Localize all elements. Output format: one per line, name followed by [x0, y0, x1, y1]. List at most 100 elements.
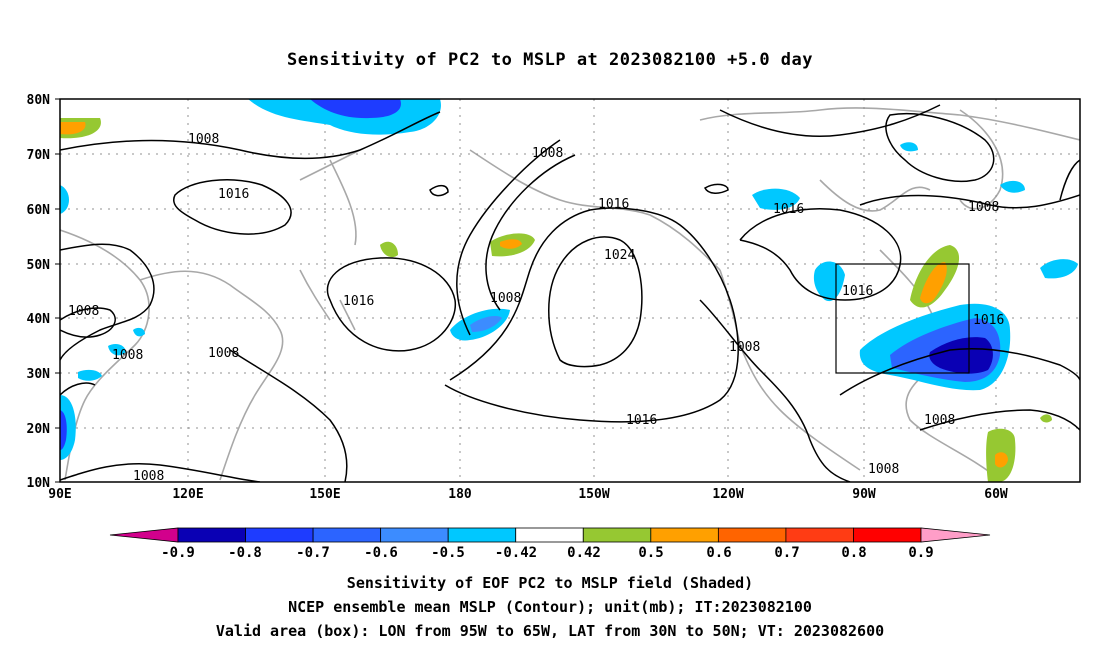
map-area	[60, 99, 1080, 482]
shade-pos-kam	[380, 241, 398, 258]
shade-neg-110w	[813, 261, 845, 302]
colorbar-label: 0.9	[908, 545, 933, 561]
lat-tick-label: 50N	[27, 258, 51, 273]
contour-label: 1016	[218, 187, 249, 202]
contour-label: 1008	[490, 291, 521, 306]
lat-tick-label: 80N	[27, 93, 51, 108]
valid-area-box	[835, 263, 970, 374]
lat-tick-label: 70N	[27, 148, 51, 163]
lat-tick-label: 20N	[27, 422, 51, 437]
colorbar-high-end	[920, 527, 991, 543]
shade-pos-se2	[1040, 414, 1052, 423]
shade-neg-ne2	[1000, 180, 1025, 193]
footer-description-1: Sensitivity of EOF PC2 to MSLP field (Sh…	[346, 574, 754, 592]
shade-neg-sw-core	[60, 410, 67, 450]
shade-neg-pac-core	[470, 316, 502, 332]
coastline-china	[139, 270, 284, 481]
shade-neg-w42n	[133, 327, 145, 337]
lat-tick-label: 60N	[27, 203, 51, 218]
contour-label: 1008	[208, 346, 239, 361]
shade-pos-se-core	[995, 452, 1008, 468]
colorbar-swatch	[785, 527, 854, 543]
shade-pos-box-core	[920, 262, 947, 304]
contour-label: 1008	[968, 200, 999, 215]
contour-label: 1008	[924, 413, 955, 428]
colorbar-swatch	[245, 527, 314, 543]
shade-neg-ak	[752, 188, 800, 210]
colorbar-label: 0.42	[567, 545, 601, 561]
shade-neg-w60n	[60, 185, 69, 214]
lon-tick-label: 180	[448, 487, 472, 502]
colorbar-label: 0.7	[774, 545, 799, 561]
lon-tick-label: 150W	[578, 487, 609, 502]
colorbar-label: 0.6	[706, 545, 731, 561]
coastline-na-west	[719, 269, 861, 471]
colorbar-swatch	[853, 527, 922, 543]
contour-label: 1008	[868, 462, 899, 477]
colorbar-swatch	[447, 527, 517, 543]
contour-label: 1008	[112, 348, 143, 363]
contour-label: 1008	[188, 132, 219, 147]
contour-label: 1008	[68, 304, 99, 319]
colorbar-swatch	[582, 527, 652, 543]
contour-labels: 1008 1016 1008 1016 1016 1024 1008 1008 …	[68, 132, 1004, 484]
footer-description-2: NCEP ensemble mean MSLP (Contour); unit(…	[288, 598, 812, 616]
colorbar-swatch	[515, 527, 584, 543]
coastline-arctic	[699, 107, 1080, 141]
footer-description-3: Valid area (box): LON from 95W to 65W, L…	[215, 622, 885, 640]
contour-label: 1016	[626, 413, 657, 428]
contour-label: 1008	[532, 146, 563, 161]
lon-tick-label: 90W	[852, 487, 876, 502]
colorbar-label: -0.8	[228, 545, 262, 561]
shade-neg-ne3	[900, 142, 918, 152]
colorbar-label: 0.8	[841, 545, 866, 561]
contour-label: 1024	[604, 248, 635, 263]
shade-neg-w30n	[78, 369, 102, 381]
lat-tick-label: 40N	[27, 312, 51, 327]
colorbar: -0.9 -0.8 -0.7 -0.6 -0.5 -0.42 0.42 0.5 …	[109, 527, 991, 561]
longitude-axis: 90E 120E 150E 180 150W 120W 90W 60W	[48, 487, 1008, 502]
colorbar-swatch	[650, 527, 719, 543]
chart-title: Sensitivity of PC2 to MSLP at 2023082100…	[286, 50, 813, 70]
contour-label: 1008	[729, 340, 760, 355]
colorbar-swatch	[312, 527, 382, 543]
colorbar-swatch	[177, 527, 246, 543]
colorbar-swatch	[717, 527, 787, 543]
shading	[60, 99, 1078, 482]
coastline-hudson	[819, 179, 931, 212]
colorbar-label: -0.9	[161, 545, 195, 561]
coastline-japan	[299, 269, 356, 331]
coastline-asia	[60, 229, 150, 481]
contour-label: 1016	[842, 284, 873, 299]
shade-neg-east-core	[929, 337, 993, 374]
contour-label: 1008	[133, 469, 164, 484]
colorbar-swatch	[380, 527, 449, 543]
colorbar-label: -0.6	[364, 545, 398, 561]
contour-label: 1016	[773, 202, 804, 217]
contour-label: 1016	[973, 313, 1004, 328]
mslp-contours	[60, 104, 1080, 482]
shade-pos-aleut-core	[500, 239, 522, 249]
coastline-kamchatka	[299, 149, 361, 246]
lon-tick-label: 60W	[984, 487, 1008, 502]
shade-pos-nw-core	[60, 122, 86, 135]
lat-tick-label: 30N	[27, 367, 51, 382]
map-frame	[59, 98, 1081, 483]
colorbar-label: -0.42	[495, 545, 537, 561]
colorbar-label: -0.5	[431, 545, 465, 561]
colorbar-label: -0.7	[296, 545, 330, 561]
lon-tick-label: 120W	[712, 487, 743, 502]
colorbar-label: 0.5	[638, 545, 663, 561]
coastline-alaska	[469, 149, 721, 271]
shade-neg-ne	[1040, 259, 1078, 279]
contour-label: 1016	[598, 197, 629, 212]
latitude-axis: 80N 70N 60N 50N 40N 30N 20N 10N	[27, 93, 60, 491]
lon-tick-label: 90E	[48, 487, 71, 502]
contour-label: 1016	[343, 294, 374, 309]
shade-neg-w35n	[108, 344, 126, 356]
lon-tick-label: 120E	[172, 487, 203, 502]
lat-tick-label: 10N	[27, 476, 51, 491]
shade-neg-arctic-core	[310, 99, 401, 119]
colorbar-low-end	[109, 527, 179, 543]
